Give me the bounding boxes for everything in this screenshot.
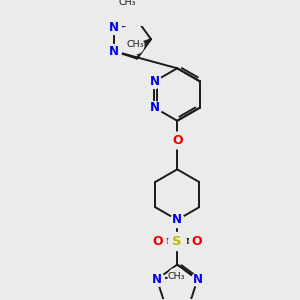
Text: N: N — [149, 101, 160, 114]
Text: O: O — [152, 235, 163, 248]
Text: CH₃: CH₃ — [168, 272, 185, 281]
Text: N: N — [172, 213, 182, 226]
Text: O: O — [191, 235, 202, 248]
Text: S: S — [172, 235, 182, 248]
Text: N: N — [149, 75, 160, 88]
Text: CH₃: CH₃ — [127, 40, 144, 50]
Text: N: N — [109, 21, 119, 34]
Text: N: N — [193, 273, 202, 286]
Text: N: N — [109, 45, 119, 58]
Text: CH₃: CH₃ — [118, 0, 136, 7]
Text: N: N — [152, 273, 162, 286]
Text: O: O — [172, 134, 182, 147]
